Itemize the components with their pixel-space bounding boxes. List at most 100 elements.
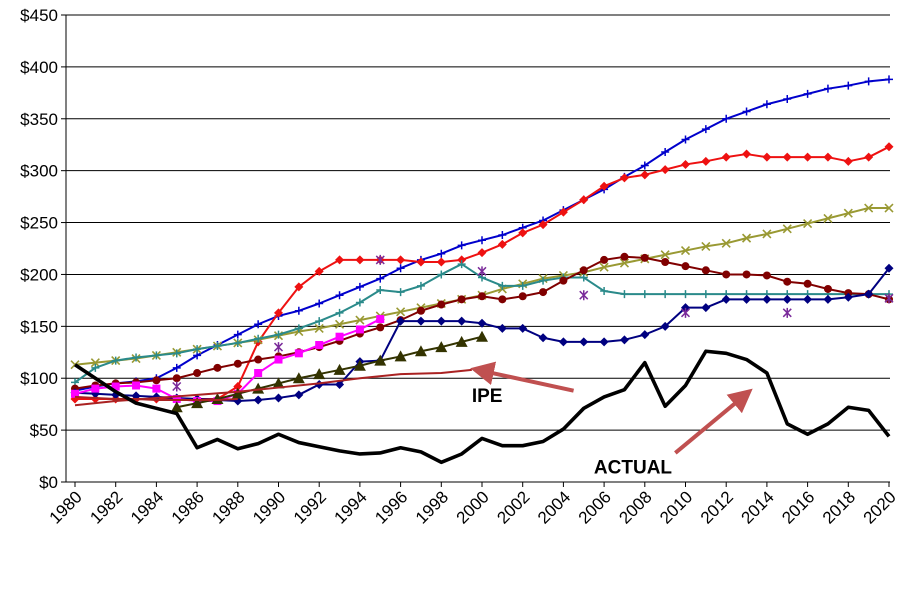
data-point — [396, 316, 406, 326]
data-point — [457, 255, 467, 265]
annotation-label: ACTUAL — [594, 458, 672, 479]
x-tick-label: 1990 — [249, 487, 289, 527]
data-point — [436, 257, 446, 267]
data-point — [172, 374, 181, 383]
data-point — [274, 330, 283, 339]
data-point — [660, 165, 670, 175]
data-point — [599, 262, 609, 272]
data-point — [172, 363, 181, 372]
data-point — [762, 229, 772, 239]
y-tick-label: $100 — [20, 369, 58, 388]
data-point — [334, 319, 345, 329]
data-point — [701, 125, 710, 134]
data-point — [579, 195, 589, 205]
data-point — [680, 307, 691, 318]
data-point — [394, 350, 407, 362]
data-point — [843, 156, 853, 166]
data-point — [803, 279, 812, 288]
data-point — [132, 381, 141, 390]
data-point — [233, 338, 242, 347]
data-point — [599, 181, 609, 191]
x-tick-label: 1994 — [331, 487, 371, 527]
data-point — [457, 316, 467, 326]
data-point — [416, 316, 426, 326]
x-tick-label: 1984 — [127, 487, 167, 527]
data-point — [884, 203, 894, 213]
data-point — [172, 381, 182, 392]
data-point — [803, 294, 813, 304]
data-point — [681, 159, 690, 169]
data-point — [193, 345, 202, 354]
data-point — [742, 107, 751, 116]
data-point — [478, 292, 486, 301]
y-tick-label: $450 — [20, 6, 58, 25]
data-point — [294, 324, 303, 333]
data-point — [90, 394, 100, 404]
data-point — [579, 266, 588, 275]
data-point — [333, 363, 346, 375]
data-point — [844, 81, 853, 90]
x-tick-label: 2014 — [738, 487, 778, 527]
data-point — [518, 323, 528, 333]
data-point — [518, 281, 527, 290]
data-point — [823, 294, 833, 304]
x-tick-label: 2000 — [453, 487, 493, 527]
data-point — [353, 359, 366, 371]
data-point — [477, 266, 487, 277]
data-point — [741, 233, 752, 243]
data-point — [884, 293, 894, 304]
x-tick-label: 1996 — [371, 487, 411, 527]
data-point — [313, 368, 326, 380]
data-point — [172, 394, 181, 403]
data-point — [213, 363, 222, 372]
data-point — [722, 270, 731, 279]
data-point — [884, 142, 894, 152]
data-point — [314, 266, 324, 276]
data-point — [477, 248, 487, 258]
x-tick-label: 1986 — [168, 487, 208, 527]
data-point — [599, 337, 609, 347]
data-point — [539, 288, 548, 297]
series — [74, 395, 238, 402]
data-point — [152, 384, 161, 393]
data-point — [294, 282, 304, 292]
data-point — [376, 315, 385, 324]
data-point — [640, 161, 649, 170]
data-point — [91, 363, 100, 372]
data-point — [254, 334, 263, 343]
data-point — [803, 89, 812, 98]
series-line — [74, 349, 891, 465]
data-point — [803, 152, 813, 162]
x-tick-label: 2018 — [819, 487, 859, 527]
data-point — [885, 75, 893, 84]
data-point — [661, 147, 670, 156]
data-point — [71, 389, 79, 398]
data-point — [498, 295, 507, 304]
data-point — [315, 341, 324, 350]
data-point — [477, 318, 487, 328]
data-point — [211, 392, 224, 404]
data-point — [558, 337, 568, 347]
data-point — [579, 337, 589, 347]
x-tick-label: 2004 — [534, 487, 574, 527]
axes — [65, 15, 890, 483]
series-line — [74, 318, 381, 403]
data-point — [355, 282, 364, 291]
series — [71, 75, 893, 395]
data-point — [111, 356, 120, 365]
data-point — [335, 308, 344, 317]
data-point — [152, 351, 161, 360]
data-point — [823, 284, 832, 293]
data-point — [355, 325, 364, 334]
data-point — [721, 294, 731, 304]
data-point — [620, 290, 629, 299]
series-line — [176, 335, 483, 409]
data-point — [170, 401, 183, 413]
data-point — [457, 260, 466, 269]
data-point — [782, 152, 792, 162]
data-point — [762, 100, 771, 109]
data-point — [701, 241, 711, 251]
data-point — [254, 355, 263, 364]
data-point — [172, 349, 181, 358]
data-point — [783, 95, 792, 104]
